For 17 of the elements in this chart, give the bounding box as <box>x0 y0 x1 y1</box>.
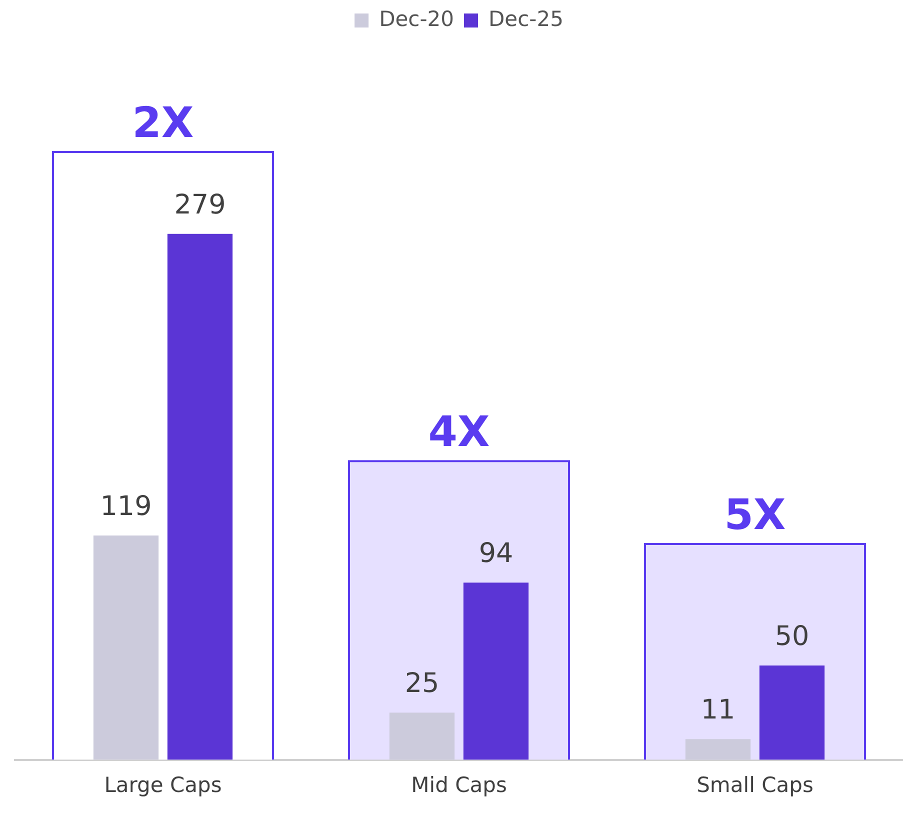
data-label: 279 <box>174 189 226 220</box>
legend-label: Dec-25 <box>488 6 564 31</box>
data-label: 11 <box>700 694 736 726</box>
annotation: 4X <box>428 407 490 456</box>
bar <box>759 666 825 760</box>
x-tick-label: Mid Caps <box>411 772 507 797</box>
legend-label: Dec-20 <box>379 6 454 31</box>
data-label: 50 <box>774 621 810 652</box>
x-tick-label: Large Caps <box>104 772 222 797</box>
data-label: 119 <box>100 491 152 522</box>
data-label: 25 <box>404 668 440 700</box>
x-tick-label: Small Caps <box>696 772 814 797</box>
data-label: 94 <box>478 538 514 570</box>
annotation: 5X <box>724 490 786 539</box>
bar <box>463 582 529 760</box>
annotation: 2X <box>132 98 194 147</box>
bar <box>167 234 233 760</box>
